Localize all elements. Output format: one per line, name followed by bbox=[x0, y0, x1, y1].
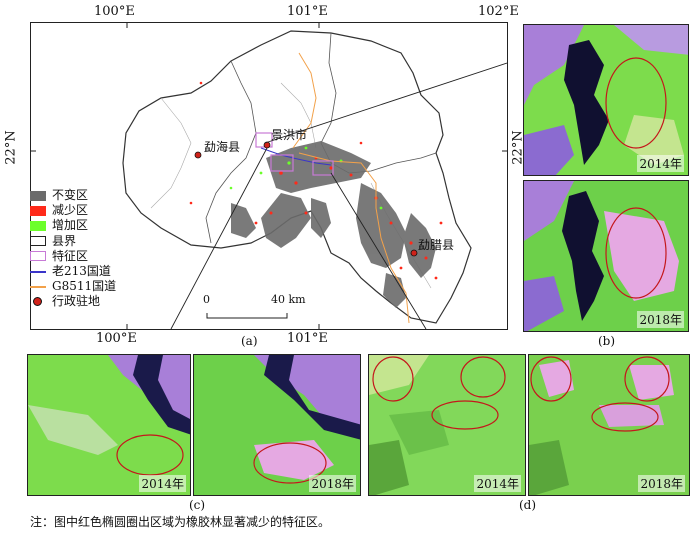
panel-b-2014: 2014年 bbox=[523, 24, 689, 176]
panel-b-year-2014: 2014年 bbox=[637, 155, 684, 172]
lon-label-100-bottom: 100°E bbox=[96, 331, 137, 346]
panel-c-year-2014: 2014年 bbox=[139, 475, 186, 492]
panel-label-c: (c) bbox=[189, 498, 206, 512]
scale-zero: 0 bbox=[203, 293, 210, 306]
panel-d-2014: 2014年 bbox=[368, 354, 526, 496]
main-map bbox=[30, 22, 508, 330]
panel-d-year-2014: 2014年 bbox=[474, 475, 521, 492]
city-label-menghai: 勐海县 bbox=[204, 140, 241, 154]
legend-item-old-213: 老213国道 bbox=[30, 264, 116, 279]
panel-label-d: (d) bbox=[519, 498, 537, 512]
panel-label-b: (b) bbox=[598, 334, 616, 348]
admin-seat-mengla bbox=[410, 249, 418, 257]
admin-seat-menghai bbox=[194, 151, 202, 159]
map-legend: 不变区 减少区 增加区 县界 特征区 老213国道 G8511国道 行政驻地 bbox=[30, 188, 116, 310]
panel-b-year-2018: 2018年 bbox=[637, 311, 684, 328]
legend-item-unchanged: 不变区 bbox=[30, 188, 116, 203]
city-label-mengla: 勐腊县 bbox=[418, 238, 455, 252]
scale-distance: 40 km bbox=[271, 293, 306, 306]
g8511-road bbox=[292, 52, 410, 324]
lon-label-102-top: 102°E bbox=[478, 4, 519, 19]
city-label-jinghong: 景洪市 bbox=[271, 128, 308, 142]
map-canvas bbox=[31, 23, 508, 330]
legend-item-decrease: 减少区 bbox=[30, 203, 116, 218]
admin-seat-jinghong bbox=[263, 141, 271, 149]
legend-item-admin-seat: 行政驻地 bbox=[30, 294, 116, 309]
legend-item-county-boundary: 县界 bbox=[30, 234, 116, 249]
panel-d-2018: 2018年 bbox=[528, 354, 690, 496]
legend-item-feature-area: 特征区 bbox=[30, 249, 116, 264]
panel-c-2014: 2014年 bbox=[27, 354, 191, 496]
panel-d-year-2018: 2018年 bbox=[638, 475, 685, 492]
lon-label-101-top: 101°E bbox=[287, 4, 328, 19]
legend-item-g8511: G8511国道 bbox=[30, 279, 116, 294]
panel-b-2018: 2018年 bbox=[523, 180, 689, 332]
lat-label-left: 22°N bbox=[3, 130, 19, 165]
lon-label-101-bottom: 101°E bbox=[287, 331, 328, 346]
figure-note: 注：图中红色椭圆圈出区域为橡胶林显著减少的特征区。 bbox=[30, 515, 331, 529]
panel-label-a: (a) bbox=[241, 334, 258, 348]
lon-label-100-top: 100°E bbox=[94, 4, 135, 19]
panel-c-year-2018: 2018年 bbox=[309, 475, 356, 492]
panel-c-2018: 2018年 bbox=[193, 354, 361, 496]
legend-item-increase: 增加区 bbox=[30, 218, 116, 233]
